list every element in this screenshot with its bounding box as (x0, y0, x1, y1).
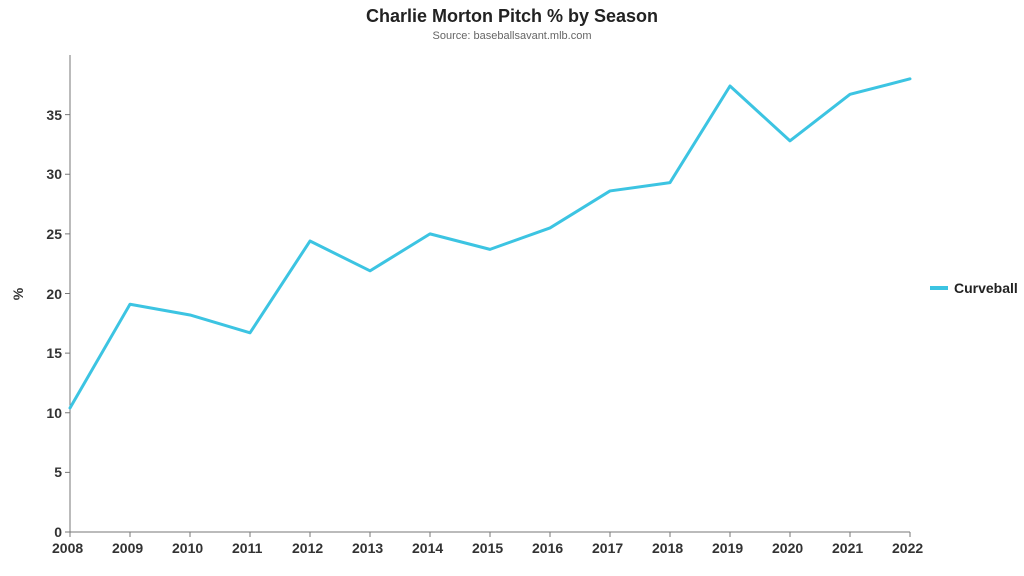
x-tick-label: 2014 (412, 540, 443, 556)
x-tick-label: 2012 (292, 540, 323, 556)
x-tick-label: 2015 (472, 540, 503, 556)
y-tick-label: 10 (46, 405, 62, 421)
y-tick-label: 35 (46, 107, 62, 123)
x-tick-label: 2013 (352, 540, 383, 556)
x-tick-label: 2008 (52, 540, 83, 556)
x-tick-label: 2010 (172, 540, 203, 556)
x-tick-label: 2022 (892, 540, 923, 556)
y-tick-label: 30 (46, 166, 62, 182)
x-tick-label: 2020 (772, 540, 803, 556)
plot-area (0, 0, 1024, 576)
x-tick-label: 2018 (652, 540, 683, 556)
series-line-curveball (70, 79, 910, 408)
y-tick-label: 5 (54, 464, 62, 480)
x-tick-label: 2021 (832, 540, 863, 556)
x-tick-label: 2009 (112, 540, 143, 556)
y-tick-label: 25 (46, 226, 62, 242)
y-axis-label: % (10, 287, 26, 299)
legend: Curveball (930, 280, 1018, 296)
y-tick-label: 20 (46, 286, 62, 302)
y-tick-label: 0 (54, 524, 62, 540)
legend-label: Curveball (954, 280, 1018, 296)
legend-swatch (930, 286, 948, 290)
x-tick-label: 2016 (532, 540, 563, 556)
chart-container: Charlie Morton Pitch % by Season Source:… (0, 0, 1024, 576)
x-tick-label: 2019 (712, 540, 743, 556)
y-tick-label: 15 (46, 345, 62, 361)
x-tick-label: 2017 (592, 540, 623, 556)
x-tick-label: 2011 (232, 540, 262, 556)
